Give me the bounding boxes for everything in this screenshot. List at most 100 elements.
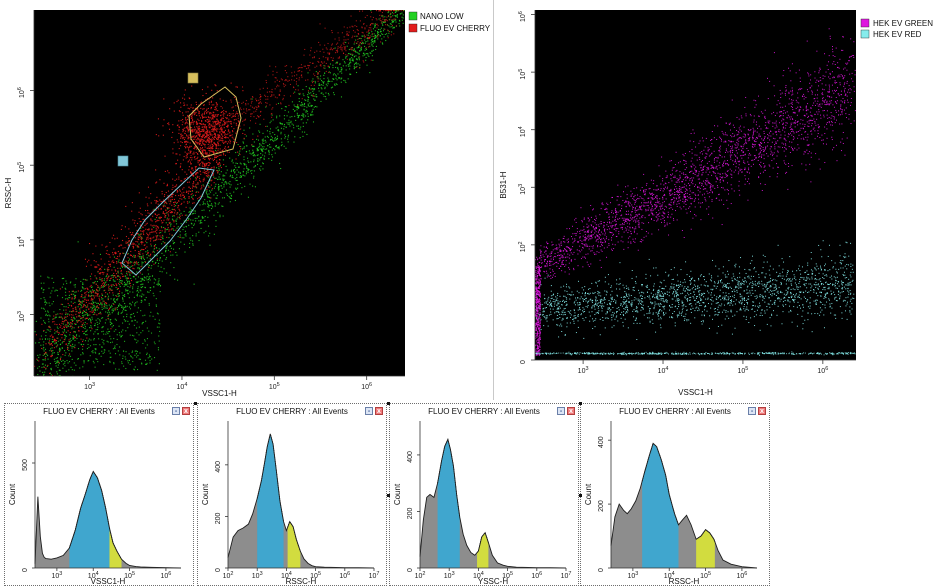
hek-ev-green-point xyxy=(808,75,809,76)
nano-low-point xyxy=(357,47,358,48)
fluo-ev-cherry-point xyxy=(223,113,224,114)
nano-low-point xyxy=(148,264,149,265)
fluo-ev-cherry-point xyxy=(191,167,192,168)
nano-low-point xyxy=(43,355,44,356)
nano-low-point xyxy=(48,342,49,343)
nano-low-point xyxy=(293,142,294,143)
nano-low-point xyxy=(336,84,337,85)
nano-low-point xyxy=(136,332,137,333)
fluo-ev-cherry-point xyxy=(248,103,249,104)
fluo-ev-cherry-point xyxy=(243,112,244,113)
fluo-ev-cherry-point xyxy=(320,44,321,45)
fluo-ev-cherry-point xyxy=(204,178,205,179)
fluo-ev-cherry-point xyxy=(41,348,42,349)
nano-low-point xyxy=(82,284,83,285)
fluo-ev-cherry-point xyxy=(178,120,179,121)
fluo-ev-cherry-point xyxy=(117,268,118,269)
fluo-ev-cherry-point xyxy=(276,77,277,78)
fluo-ev-cherry-point xyxy=(168,191,169,192)
fluo-ev-cherry-point xyxy=(108,276,109,277)
nano-low-point xyxy=(215,205,216,206)
fluo-ev-cherry-point xyxy=(104,306,105,307)
fluo-ev-cherry-point xyxy=(181,136,182,137)
fluo-ev-cherry-point xyxy=(81,339,82,340)
nano-low-point xyxy=(103,353,104,354)
nano-low-point xyxy=(219,202,220,203)
nano-low-point xyxy=(69,324,70,325)
nano-low-point xyxy=(113,310,114,311)
gate-b-marker[interactable] xyxy=(118,156,128,166)
nano-low-point xyxy=(185,235,186,236)
fluo-ev-cherry-point xyxy=(233,138,234,139)
nano-low-point xyxy=(43,348,44,349)
fluo-ev-cherry-point xyxy=(172,196,173,197)
nano-low-point xyxy=(290,117,291,118)
nano-low-point xyxy=(57,313,58,314)
fluo-ev-cherry-point xyxy=(107,269,108,270)
nano-low-point xyxy=(74,362,75,363)
fluo-ev-cherry-point xyxy=(205,152,206,153)
nano-low-point xyxy=(366,65,367,66)
nano-low-point xyxy=(263,158,264,159)
nano-low-point xyxy=(293,125,294,126)
fluo-ev-cherry-point xyxy=(207,139,208,140)
fluo-ev-cherry-point xyxy=(119,262,120,263)
fluo-ev-cherry-point xyxy=(286,80,287,81)
fluo-ev-cherry-point xyxy=(220,115,221,116)
fluo-ev-cherry-point xyxy=(128,228,129,229)
nano-low-point xyxy=(113,295,114,296)
fluo-ev-cherry-point xyxy=(86,291,87,292)
fluo-ev-cherry-point xyxy=(180,145,181,146)
fluo-ev-cherry-point xyxy=(163,200,164,201)
nano-low-point xyxy=(254,141,255,142)
fluo-ev-cherry-point xyxy=(256,118,257,119)
gate-a-marker[interactable] xyxy=(188,73,198,83)
nano-low-point xyxy=(373,28,374,29)
fluo-ev-cherry-point xyxy=(99,300,100,301)
fluo-ev-cherry-point xyxy=(56,340,57,341)
nano-low-point xyxy=(123,301,124,302)
fluo-ev-cherry-point xyxy=(132,232,133,233)
nano-low-point xyxy=(141,300,142,301)
nano-low-point xyxy=(92,352,93,353)
fluo-ev-cherry-point xyxy=(98,313,99,314)
nano-low-point xyxy=(87,344,88,345)
fluo-ev-cherry-point xyxy=(108,315,109,316)
fluo-ev-cherry-point xyxy=(99,277,100,278)
nano-low-point xyxy=(121,307,122,308)
fluo-ev-cherry-point xyxy=(361,46,362,47)
nano-low-point xyxy=(267,145,268,146)
fluo-ev-cherry-point xyxy=(172,132,173,133)
nano-low-point xyxy=(74,345,75,346)
fluo-ev-cherry-point xyxy=(112,252,113,253)
fluo-ev-cherry-point xyxy=(197,184,198,185)
nano-low-point xyxy=(59,349,60,350)
nano-low-point xyxy=(167,246,168,247)
nano-low-point xyxy=(222,206,223,207)
nano-low-point xyxy=(381,33,382,34)
nano-low-point xyxy=(172,219,173,220)
fluo-ev-cherry-point xyxy=(288,105,289,106)
fluo-ev-cherry-point xyxy=(392,25,393,26)
fluo-ev-cherry-point xyxy=(137,241,138,242)
nano-low-point xyxy=(52,339,53,340)
nano-low-point xyxy=(124,296,125,297)
nano-low-point xyxy=(68,325,69,326)
hek-ev-green-point xyxy=(772,142,773,143)
nano-low-point xyxy=(91,317,92,318)
fluo-ev-cherry-point xyxy=(275,97,276,98)
nano-low-point xyxy=(211,208,212,209)
fluo-ev-cherry-point xyxy=(213,115,214,116)
nano-low-point xyxy=(47,277,48,278)
nano-low-point xyxy=(119,303,120,304)
fluo-ev-cherry-point xyxy=(209,150,210,151)
fluo-ev-cherry-point xyxy=(172,234,173,235)
fluo-ev-cherry-point xyxy=(72,315,73,316)
fluo-ev-cherry-point xyxy=(204,134,205,135)
fluo-ev-cherry-point xyxy=(202,117,203,118)
nano-low-point xyxy=(65,292,66,293)
nano-low-point xyxy=(167,218,168,219)
nano-low-point xyxy=(137,340,138,341)
nano-low-point xyxy=(235,163,236,164)
nano-low-point xyxy=(99,323,100,324)
